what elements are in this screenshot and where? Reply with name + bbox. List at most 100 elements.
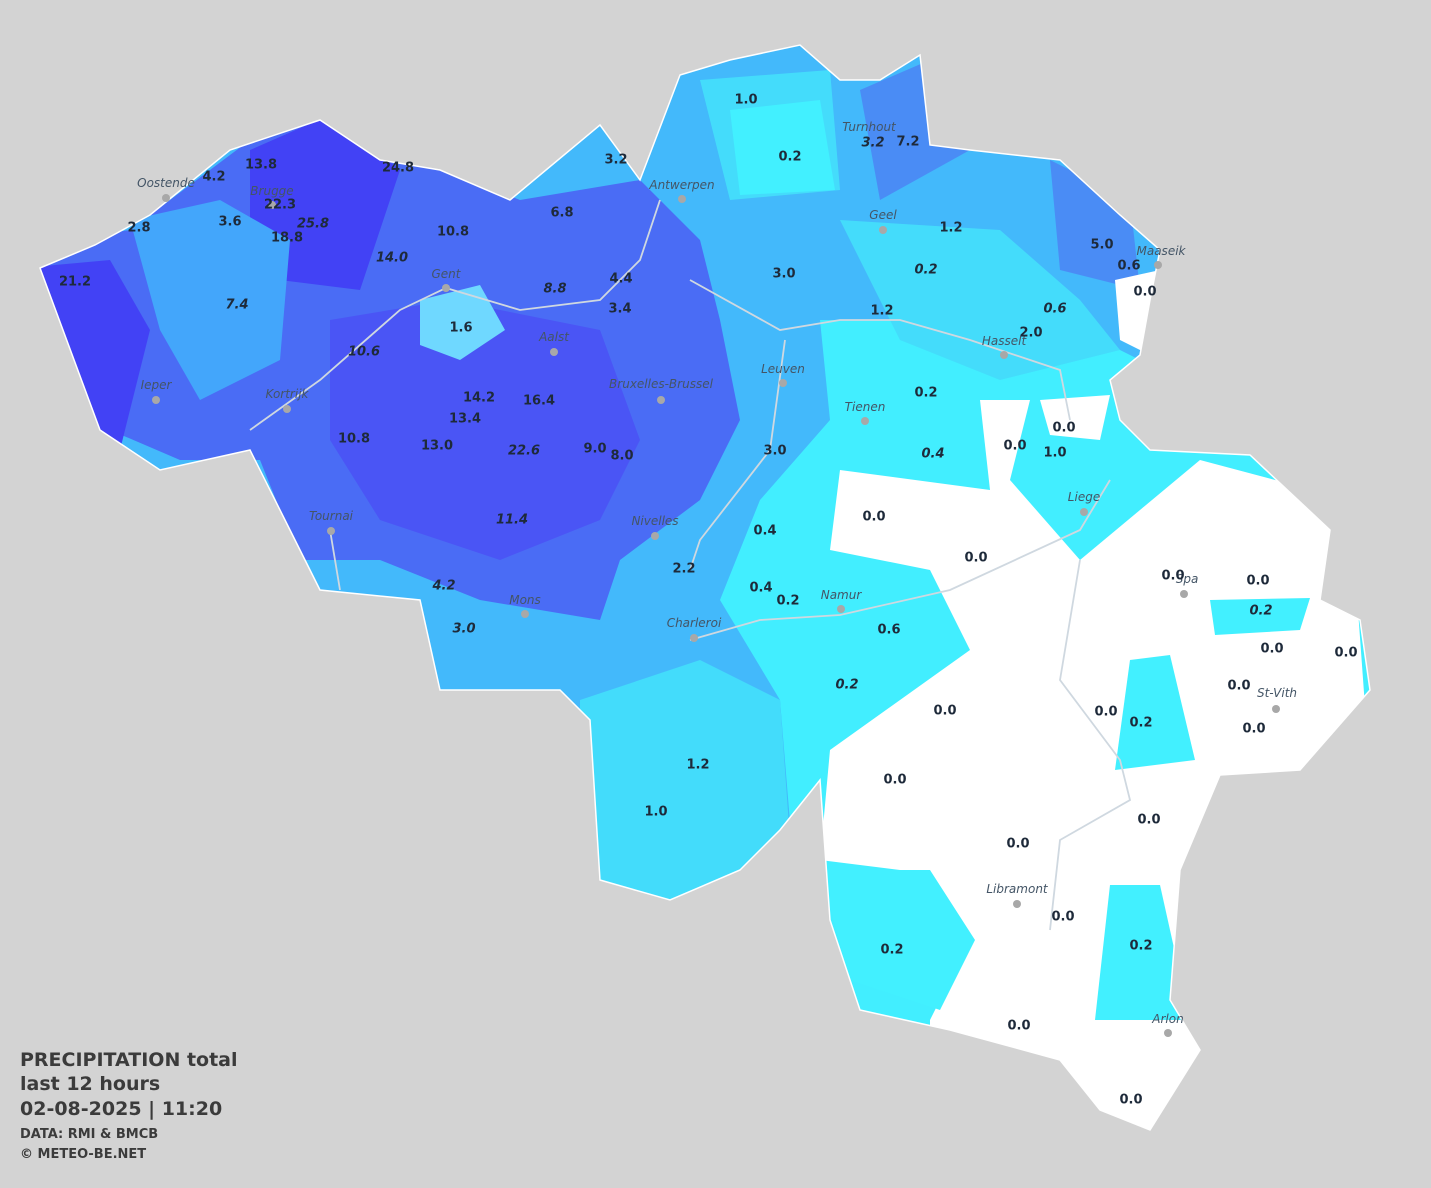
city-label: Turnhout (842, 120, 897, 134)
station-value: 0.0 (862, 510, 885, 525)
city-dot (152, 396, 160, 404)
city-label: Kortrijk (266, 387, 310, 401)
city-label: Geel (869, 208, 897, 222)
station-value: 0.0 (1334, 646, 1357, 661)
station-value: 0.0 (1246, 574, 1269, 589)
city-dot (550, 348, 558, 356)
station-value: 1.6 (449, 321, 472, 336)
station-value: 10.8 (437, 225, 469, 240)
city-label: Ieper (141, 378, 173, 392)
city-dot (1154, 261, 1162, 269)
cities: Oostende Brugge Antwerpen Turnhout Geel Maase… (137, 120, 1297, 1037)
station-value: 0.2 (914, 263, 937, 278)
station-value: 0.2 (835, 678, 858, 693)
station-value: 4.2 (202, 170, 225, 185)
city-dot (521, 610, 529, 618)
station-value: 13.4 (449, 412, 481, 427)
station-value: 6.8 (550, 206, 573, 221)
station-value: 0.4 (753, 524, 776, 539)
station-value: 1.0 (734, 93, 757, 108)
city-dot (327, 527, 335, 535)
station-value: 0.0 (1007, 1019, 1030, 1034)
station-value: 0.2 (1129, 939, 1152, 954)
station-value: 0.0 (1137, 813, 1160, 828)
city-label: Spa (1176, 572, 1199, 586)
station-value: 1.2 (939, 221, 962, 236)
city-label: Liege (1068, 490, 1100, 504)
station-value: 22.6 (508, 444, 540, 459)
station-value: 0.6 (1117, 259, 1140, 274)
values: 1.0 0.2 3.2 7.2 3.2 13.8 4.2 24.8 22.325.8 3.6 2.8… (59, 93, 1358, 1108)
city-dot (1180, 590, 1188, 598)
station-value: 0.0 (1119, 1093, 1142, 1108)
station-value: 1.2 (686, 758, 709, 773)
city-label: Namur (821, 588, 863, 602)
station-value: 0.0 (1227, 679, 1250, 694)
city-label: Brugge (250, 184, 293, 198)
station-value: 10.6 (348, 345, 380, 360)
date: 02-08-2025 | 11:20 (20, 1098, 222, 1120)
city-label: Bruxelles-Brussel (609, 377, 714, 391)
station-value: 4.4 (609, 272, 632, 287)
station-value: 0.2 (778, 150, 801, 165)
city-label: Mons (509, 593, 541, 607)
station-value: 18.8 (271, 231, 303, 246)
station-value: 0.0 (1161, 569, 1184, 584)
station-value: 0.0 (1094, 705, 1117, 720)
city-label: Libramont (986, 882, 1049, 896)
station-value: 25.8 (297, 217, 329, 232)
station-value: 1.2 (870, 304, 893, 319)
city-dot (1000, 351, 1008, 359)
city-dot (779, 379, 787, 387)
station-value: 8.0 (610, 449, 633, 464)
city-dot (678, 195, 686, 203)
station-value: 9.0 (583, 442, 606, 457)
city-dot (442, 284, 450, 292)
station-value: 0.0 (883, 773, 906, 788)
city-dot (268, 201, 276, 209)
station-value: 0.4 (921, 447, 944, 462)
title: PRECIPITATION total (20, 1049, 238, 1071)
station-value: 0.2 (776, 594, 799, 609)
city-label: Tienen (845, 400, 886, 414)
station-value: 0.2 (914, 386, 937, 401)
station-value: 0.0 (1260, 642, 1283, 657)
station-value: 3.2 (604, 153, 627, 168)
station-value: 7.4 (225, 298, 248, 313)
city-dot (651, 532, 659, 540)
station-value: 3.6 (218, 215, 241, 230)
city-dot (861, 417, 869, 425)
station-value: 13.8 (245, 158, 277, 173)
station-value: 0.2 (880, 943, 903, 958)
station-value: 14.0 (376, 251, 408, 266)
station-value: 1.0 (1043, 446, 1066, 461)
city-dot (283, 405, 291, 413)
city-dot (1080, 508, 1088, 516)
city-label: Antwerpen (648, 178, 714, 192)
station-value: 0.2 (1129, 716, 1152, 731)
station-value: 13.0 (421, 439, 453, 454)
source: DATA: RMI & BMCB (20, 1127, 158, 1142)
station-value: 2.2 (672, 562, 695, 577)
station-value: 3.0 (452, 622, 475, 637)
city-label: Nivelles (631, 514, 678, 528)
station-value: 0.0 (1006, 837, 1029, 852)
city-dot (1272, 705, 1280, 713)
station-value: 2.0 (1019, 326, 1042, 341)
station-value: 0.0 (1052, 421, 1075, 436)
station-value: 0.2 (1249, 604, 1272, 619)
city-dot (690, 634, 698, 642)
city-dot (837, 605, 845, 613)
station-value: 21.2 (59, 275, 91, 290)
station-value: 0.6 (1043, 302, 1066, 317)
station-value: 0.0 (964, 551, 987, 566)
station-value: 10.8 (338, 432, 370, 447)
station-value: 4.2 (431, 579, 455, 594)
station-value: 0.0 (1003, 439, 1026, 454)
city-dot (1164, 1029, 1172, 1037)
station-value: 0.6 (877, 623, 900, 638)
city-dot (657, 396, 665, 404)
station-value: 3.4 (608, 302, 631, 317)
station-value: 0.4 (749, 581, 772, 596)
